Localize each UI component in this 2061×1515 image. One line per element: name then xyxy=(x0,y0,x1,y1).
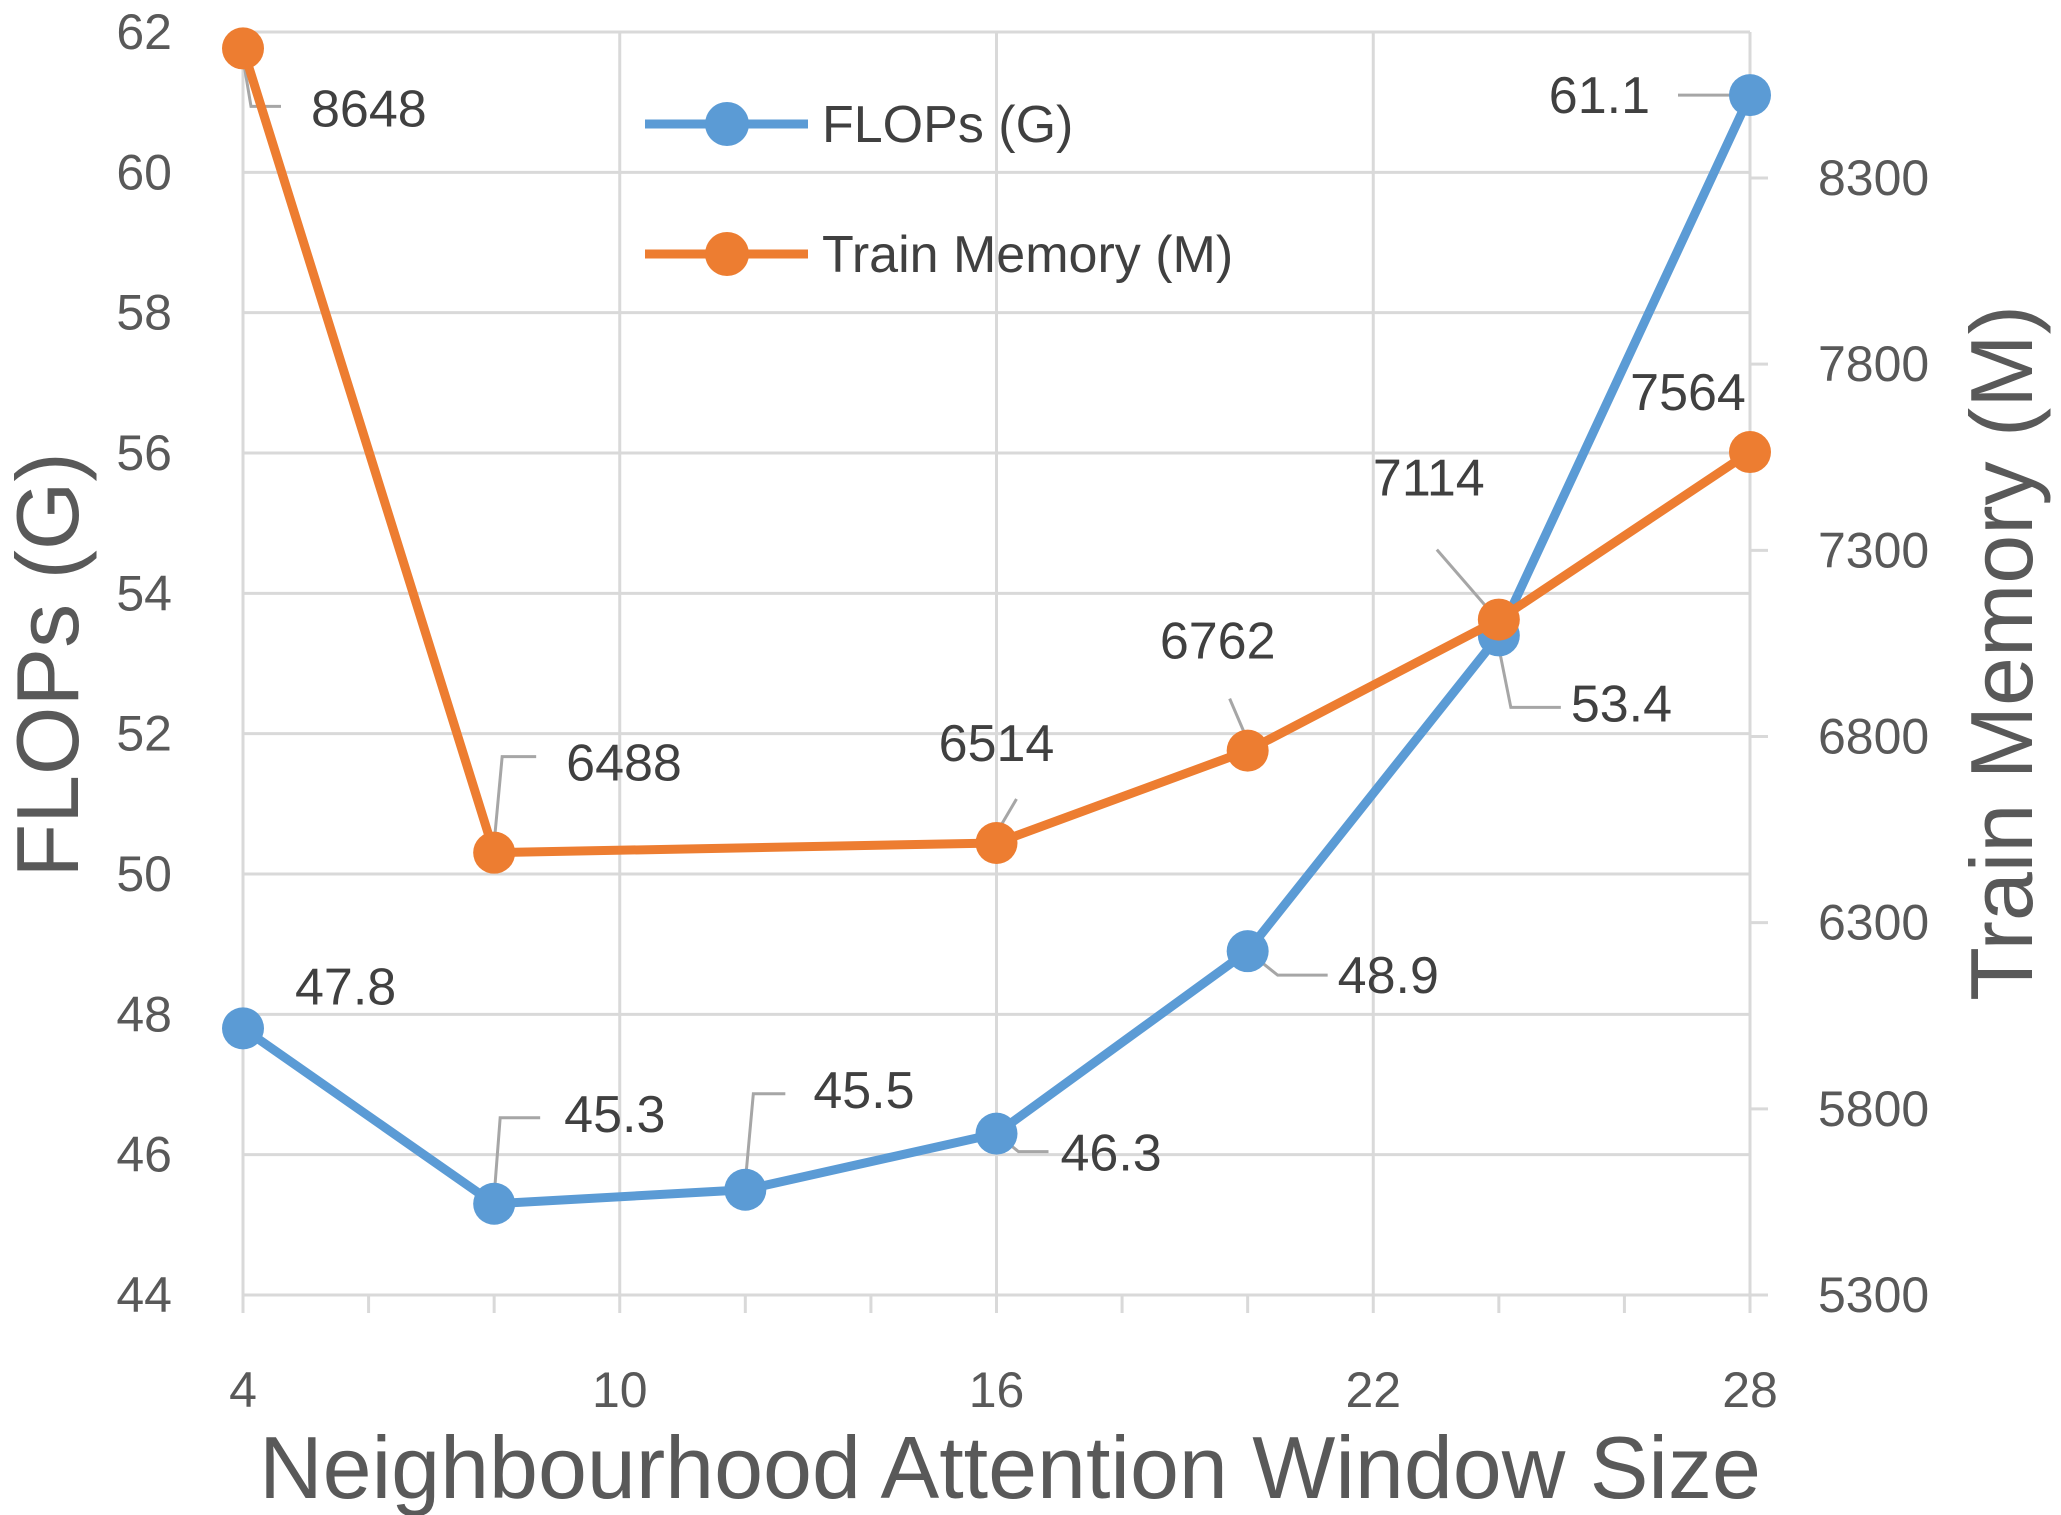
flops-point xyxy=(1226,930,1269,973)
y2-axis-title: Train Memory (M) xyxy=(1952,305,2051,1001)
y-tick-label: 46 xyxy=(116,1127,172,1183)
y-tick-label: 56 xyxy=(116,425,172,481)
leader-line xyxy=(241,58,281,108)
y2-tick-label: 7800 xyxy=(1818,336,1929,392)
series-layer xyxy=(222,27,1771,1225)
y-tick-label: 52 xyxy=(116,706,172,762)
y-tick-label: 54 xyxy=(116,565,172,621)
x-tick-label: 28 xyxy=(1722,1362,1778,1418)
x-tick-label: 22 xyxy=(1345,1362,1401,1418)
flops-point xyxy=(473,1182,516,1225)
train-memory-data-label: 6762 xyxy=(1160,613,1276,671)
train-memory-data-label: 7564 xyxy=(1630,364,1746,422)
y-tick-label: 48 xyxy=(116,986,172,1042)
flops-data-label: 48.9 xyxy=(1338,947,1439,1005)
train-memory-line xyxy=(238,47,1753,858)
x-tick-label: 4 xyxy=(229,1362,257,1418)
flops-data-label: 47.8 xyxy=(295,958,396,1016)
y2-tick-label: 6300 xyxy=(1818,895,1929,951)
x-tick-label: 16 xyxy=(969,1362,1025,1418)
train-memory-point xyxy=(975,821,1018,864)
flops-point xyxy=(724,1168,767,1211)
y2-tick-label: 5800 xyxy=(1818,1081,1929,1137)
y-tick-label: 50 xyxy=(116,846,172,902)
flops-data-label: 53.4 xyxy=(1571,675,1672,733)
y2-tick-label: 5300 xyxy=(1818,1267,1929,1323)
train-memory-data-label: 6514 xyxy=(939,715,1055,773)
train-memory-data-label: 6488 xyxy=(566,735,682,793)
train-memory-data-label: 8648 xyxy=(311,80,427,138)
train-memory-point xyxy=(222,27,264,70)
y2-tick-label: 8300 xyxy=(1818,150,1929,206)
train-memory-point xyxy=(1226,729,1269,772)
x-axis-title: Neighbourhood Attention Window Size xyxy=(259,1418,1761,1515)
train-memory-point xyxy=(1729,431,1771,474)
flops-data-label: 45.3 xyxy=(564,1086,665,1144)
legend-swatch-marker xyxy=(705,102,749,146)
leader-line xyxy=(1497,647,1561,709)
y-axis-title: FLOPs (G) xyxy=(0,452,97,877)
flops-point xyxy=(222,1007,264,1050)
train-memory-point xyxy=(1477,598,1520,641)
x-tick-label: 10 xyxy=(592,1362,648,1418)
y-tick-label: 62 xyxy=(116,4,172,60)
data-labels: 47.8 45.3 45.5 46.3 48.9 53.4 61.1 8648 6488 6514… xyxy=(295,67,1746,1182)
y2-tick-label: 6800 xyxy=(1818,709,1929,765)
flops-data-label: 61.1 xyxy=(1549,67,1650,125)
legend-label: Train Memory (M) xyxy=(822,226,1233,284)
axes xyxy=(241,32,1768,1313)
legend-swatch-marker xyxy=(705,232,749,276)
flops-point xyxy=(975,1112,1018,1155)
grid xyxy=(241,30,1752,1297)
tick-labels: 44 46 48 50 52 54 56 58 60 62 5300 5800 6300 6800 7300… xyxy=(116,4,1929,1418)
legend-item: Train Memory (M) xyxy=(645,226,1233,284)
train-memory-point xyxy=(473,831,516,874)
flops-data-label: 46.3 xyxy=(1061,1125,1162,1183)
legend-item: FLOPs (G) xyxy=(645,96,1073,154)
leader-line xyxy=(743,1092,786,1182)
y-tick-label: 44 xyxy=(116,1267,172,1323)
y2-tick-label: 7300 xyxy=(1818,522,1929,578)
flops-data-label: 45.5 xyxy=(813,1062,914,1120)
flops-point xyxy=(1729,74,1771,117)
y-tick-label: 60 xyxy=(116,144,172,200)
y-tick-label: 58 xyxy=(116,285,172,341)
train-memory-data-label: 7114 xyxy=(1373,450,1485,508)
leader-line xyxy=(492,755,537,843)
series-train-memory xyxy=(222,27,1771,874)
leader-line xyxy=(1435,548,1490,611)
leader-line xyxy=(492,1116,541,1196)
legend-label: FLOPs (G) xyxy=(822,96,1073,154)
legend: FLOPs (G) Train Memory (M) xyxy=(645,96,1233,284)
